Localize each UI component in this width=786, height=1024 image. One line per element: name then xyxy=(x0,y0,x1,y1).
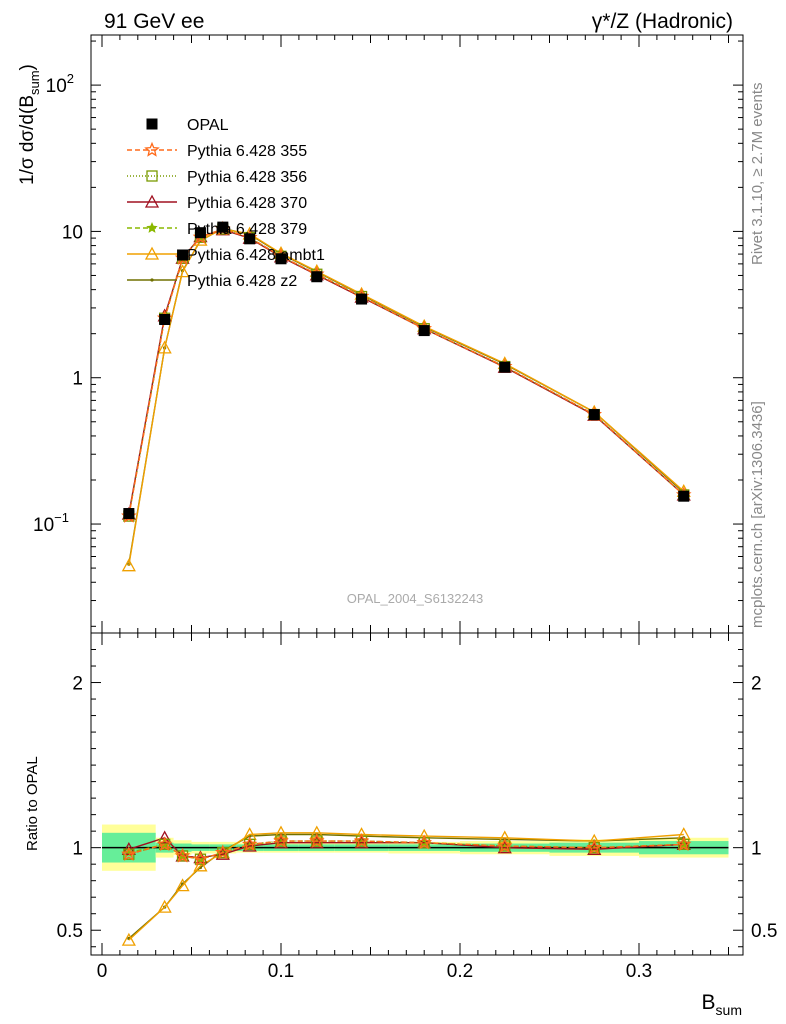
legend-marker xyxy=(146,118,158,130)
series-point-ratio xyxy=(309,832,325,848)
ratio-panel xyxy=(90,632,744,956)
series-line-main xyxy=(128,228,685,516)
series-point-ratio xyxy=(157,830,172,844)
series-point-ratio xyxy=(123,846,135,858)
data-point xyxy=(244,233,256,245)
ratio-tick-label-right: 2 xyxy=(751,674,762,695)
legend-marker xyxy=(146,222,158,233)
data-point xyxy=(588,409,600,421)
legend-marker xyxy=(146,170,158,182)
series-point-ratio xyxy=(174,847,191,863)
legend-entry: Pythia 6.428 356 xyxy=(127,169,307,186)
legend-marker xyxy=(144,246,160,260)
x-tick-label: 0.3 xyxy=(626,961,652,982)
legend: OPAL Pythia 6.428 355 Pythia 6.428 356 Pyth… xyxy=(127,117,325,290)
data-point xyxy=(356,293,368,305)
ratio-tick-label-left: 0.5 xyxy=(57,921,83,942)
ratio-tick-label-left: 2 xyxy=(72,674,83,695)
tick-base: 10 xyxy=(46,76,67,97)
analysis-watermark: OPAL_2004_S6132243 xyxy=(347,591,483,606)
series-line-ratio xyxy=(128,832,684,941)
top-y-tick-label: 10−1 xyxy=(33,510,69,536)
legend-label: Pythia 6.428 355 xyxy=(187,143,307,160)
series-point-ratio xyxy=(497,837,513,853)
data-point xyxy=(123,508,135,520)
series-line-ratio xyxy=(128,840,684,860)
series-point-ratio xyxy=(273,832,289,848)
series-point-ratio xyxy=(353,832,370,848)
rivet-side-label: Rivet 3.1.10, ≥ 2.7M events xyxy=(749,83,766,266)
header-right-title: γ*/Z (Hadronic) xyxy=(592,10,733,33)
series-point-ratio xyxy=(121,846,137,861)
top-y-tick-label: 1 xyxy=(72,369,83,390)
data-point xyxy=(311,271,323,283)
data-point xyxy=(194,227,206,239)
legend-entry: Pythia 6.428 379 xyxy=(127,221,307,238)
series-point-ratio xyxy=(416,834,432,850)
tick-exponent: −1 xyxy=(54,510,69,525)
ratio-tick-label-right: 1 xyxy=(751,839,762,860)
top-y-tick-label: 10 xyxy=(62,222,83,243)
series-point-main xyxy=(175,264,190,278)
series-point-ratio xyxy=(676,836,692,851)
series-point-ratio xyxy=(157,899,172,913)
series-layer xyxy=(121,220,692,946)
ratio-tick-label-right: 0.5 xyxy=(751,921,777,942)
series-point-ratio xyxy=(156,836,173,851)
ratio-y-axis-label: Ratio to OPAL xyxy=(24,756,41,851)
legend-entry: Pythia 6.428 z2 xyxy=(127,273,297,290)
legend-label: Pythia 6.428 379 xyxy=(187,221,307,238)
x-tick-label: 0.1 xyxy=(268,961,294,982)
series-point-ratio xyxy=(241,836,258,851)
axis-ticks xyxy=(91,35,743,955)
data-point xyxy=(159,314,171,326)
tick-exponent: 2 xyxy=(67,71,74,86)
top-y-tick-label: 102 xyxy=(46,71,74,97)
series-point-ratio xyxy=(175,878,190,892)
legend-marker xyxy=(150,278,154,282)
series-point-main xyxy=(121,558,136,572)
x-tick-label: 0 xyxy=(97,961,108,982)
header-left-title: 91 GeV ee xyxy=(104,10,204,33)
data-point xyxy=(275,253,287,265)
data-point xyxy=(418,325,430,337)
x-tick-label: 0.2 xyxy=(447,961,473,982)
ratio-tick-label-left: 1 xyxy=(72,839,83,860)
data-point xyxy=(678,490,690,502)
legend-entry: Pythia 6.428 ambt1 xyxy=(127,246,325,264)
tick-base: 10 xyxy=(33,515,54,536)
series-6 xyxy=(127,226,686,941)
legend-label: OPAL xyxy=(187,117,229,134)
series-point-main xyxy=(157,340,172,354)
legend-label: Pythia 6.428 z2 xyxy=(187,273,297,290)
legend-entry: Pythia 6.428 355 xyxy=(127,141,307,160)
ratio-panel-frame xyxy=(90,632,744,956)
legend-label: Pythia 6.428 ambt1 xyxy=(187,247,325,264)
series-point-ratio xyxy=(193,858,208,872)
series-point-ratio xyxy=(121,932,136,946)
series-opal-data xyxy=(123,221,690,520)
series-line-ratio xyxy=(128,840,684,860)
x-axis-label: Bsum xyxy=(702,991,742,1018)
legend-marker xyxy=(144,141,160,157)
series-point-ratio xyxy=(192,851,209,866)
series-point-ratio xyxy=(214,844,231,860)
data-point xyxy=(217,221,229,233)
series-point-ratio xyxy=(586,839,602,855)
legend-label: Pythia 6.428 370 xyxy=(187,195,307,212)
data-point xyxy=(177,249,189,261)
mcplots-side-label: mcplots.cern.ch [arXiv:1306.3436] xyxy=(749,401,766,628)
legend-label: Pythia 6.428 356 xyxy=(187,169,307,186)
top-y-axis-label: 1/σ dσ/d(Bsum) xyxy=(17,64,42,185)
legend-entry: OPAL xyxy=(146,117,229,134)
data-point xyxy=(499,361,511,373)
legend-marker xyxy=(144,194,160,208)
legend-entry: Pythia 6.428 370 xyxy=(127,194,307,212)
